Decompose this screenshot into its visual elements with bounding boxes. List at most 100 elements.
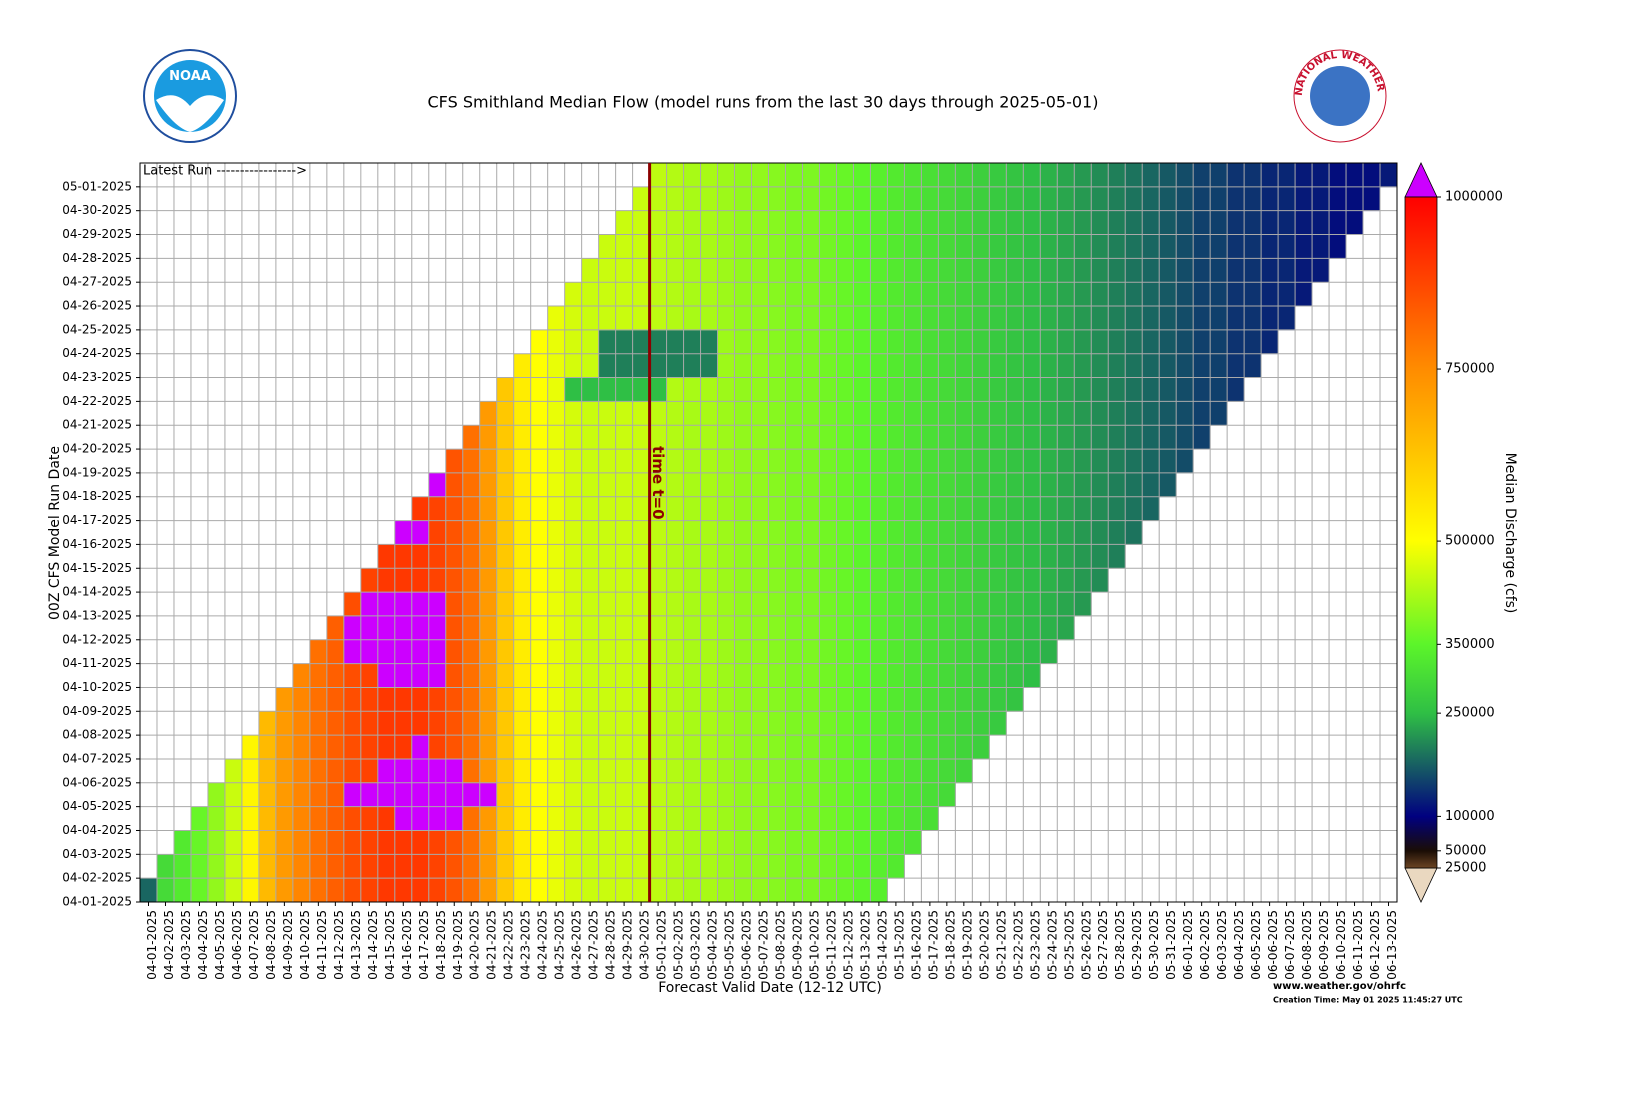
colorbar-label: Median Discharge (cfs) <box>1502 453 1518 614</box>
x-tick-label: 05-26-2025 <box>1079 910 1093 980</box>
heat-cell <box>819 425 837 450</box>
heat-cell <box>683 830 701 855</box>
heat-cell <box>428 592 447 617</box>
heat-cell <box>683 186 701 212</box>
heat-cell <box>717 854 735 879</box>
heat-cell <box>938 163 956 188</box>
heat-cell <box>938 282 956 307</box>
heat-cell <box>1159 210 1177 235</box>
heat-cell <box>819 210 837 235</box>
heat-cell <box>581 830 600 855</box>
heat-cell <box>598 782 617 808</box>
heat-cell <box>683 282 701 307</box>
heat-cell <box>683 615 701 641</box>
heat-cell <box>326 854 345 879</box>
heat-cell <box>1142 282 1160 307</box>
heat-cell <box>802 282 820 307</box>
heat-cell <box>819 592 837 617</box>
heat-cell <box>887 735 905 760</box>
heat-cell <box>819 639 837 665</box>
heat-cell <box>989 568 1007 593</box>
heat-cell <box>445 568 464 593</box>
heat-cell <box>598 329 617 355</box>
heat-cell <box>615 306 634 331</box>
heat-cell <box>547 496 566 521</box>
heat-cell <box>156 878 175 903</box>
heat-cell <box>581 639 600 665</box>
heat-cell <box>904 282 922 307</box>
heat-cell <box>717 496 735 521</box>
heat-cell <box>1278 258 1296 283</box>
heat-cell <box>887 806 905 831</box>
heat-cell <box>1210 234 1228 259</box>
heat-cell <box>717 735 735 760</box>
heat-cell <box>1227 306 1245 331</box>
heat-cell <box>1312 258 1330 283</box>
heat-cell <box>615 544 634 569</box>
heat-cell <box>870 663 888 688</box>
heat-cell <box>360 854 379 879</box>
heat-cell <box>1261 306 1279 331</box>
heat-cell <box>1176 401 1194 426</box>
heat-cell <box>989 258 1007 283</box>
heat-cell <box>989 186 1007 212</box>
heat-cell <box>1295 282 1313 307</box>
heat-cell <box>479 425 498 450</box>
heat-cell <box>836 806 854 831</box>
heat-cell <box>972 496 990 521</box>
heat-cell <box>955 210 973 235</box>
heat-cell <box>496 592 515 617</box>
heat-cell <box>921 592 939 617</box>
y-tick-label: 04-24-2025 <box>62 346 132 360</box>
heat-cell <box>785 592 803 617</box>
heat-cell <box>785 544 803 569</box>
heat-cell <box>853 377 871 402</box>
heat-cell <box>649 687 667 712</box>
heat-cell <box>1074 449 1092 474</box>
heat-cell <box>887 258 905 283</box>
x-tick-label: 05-12-2025 <box>841 910 855 980</box>
heat-cell <box>428 472 447 498</box>
heat-cell <box>394 568 413 593</box>
heat-cell <box>1125 234 1143 259</box>
heat-cell <box>683 639 701 665</box>
heat-cell <box>853 496 871 521</box>
heat-cell <box>666 735 684 760</box>
heat-cell <box>1023 186 1041 212</box>
heat-cell <box>972 449 990 474</box>
heat-cell <box>938 210 956 235</box>
heat-cell <box>513 687 532 712</box>
heat-cell <box>1108 449 1126 474</box>
heat-cell <box>989 282 1007 307</box>
heat-cell <box>819 520 837 545</box>
x-tick-label: 06-03-2025 <box>1215 910 1229 980</box>
heat-cell <box>887 496 905 521</box>
heat-cell <box>1040 306 1058 331</box>
heat-cell <box>972 687 990 712</box>
heat-cell <box>1244 306 1262 331</box>
heat-cell <box>700 687 718 712</box>
heat-cell <box>547 401 566 426</box>
heat-cell <box>802 425 820 450</box>
heat-cell <box>904 615 922 641</box>
y-tick-label: 04-03-2025 <box>62 847 132 861</box>
heat-cell <box>955 472 973 498</box>
x-tick-label: 04-14-2025 <box>366 910 380 980</box>
x-tick-label: 05-14-2025 <box>875 910 889 980</box>
heat-cell <box>785 306 803 331</box>
heat-cell <box>1142 401 1160 426</box>
heat-cell <box>768 186 786 212</box>
y-axis-label: 00Z CFS Model Run Date <box>47 446 63 620</box>
heat-cell <box>751 854 769 879</box>
heat-cell <box>326 806 345 831</box>
heat-cell <box>1142 449 1160 474</box>
heat-cell <box>1159 186 1177 212</box>
heat-cell <box>462 615 481 641</box>
colorbar-tick-label: 500000 <box>1445 534 1495 549</box>
x-tick-label: 05-09-2025 <box>790 910 804 980</box>
x-tick-label: 05-01-2025 <box>655 910 669 980</box>
heat-cell <box>666 878 684 903</box>
heat-cell <box>972 711 990 736</box>
heat-cell <box>309 711 328 736</box>
heat-cell <box>1261 258 1279 283</box>
